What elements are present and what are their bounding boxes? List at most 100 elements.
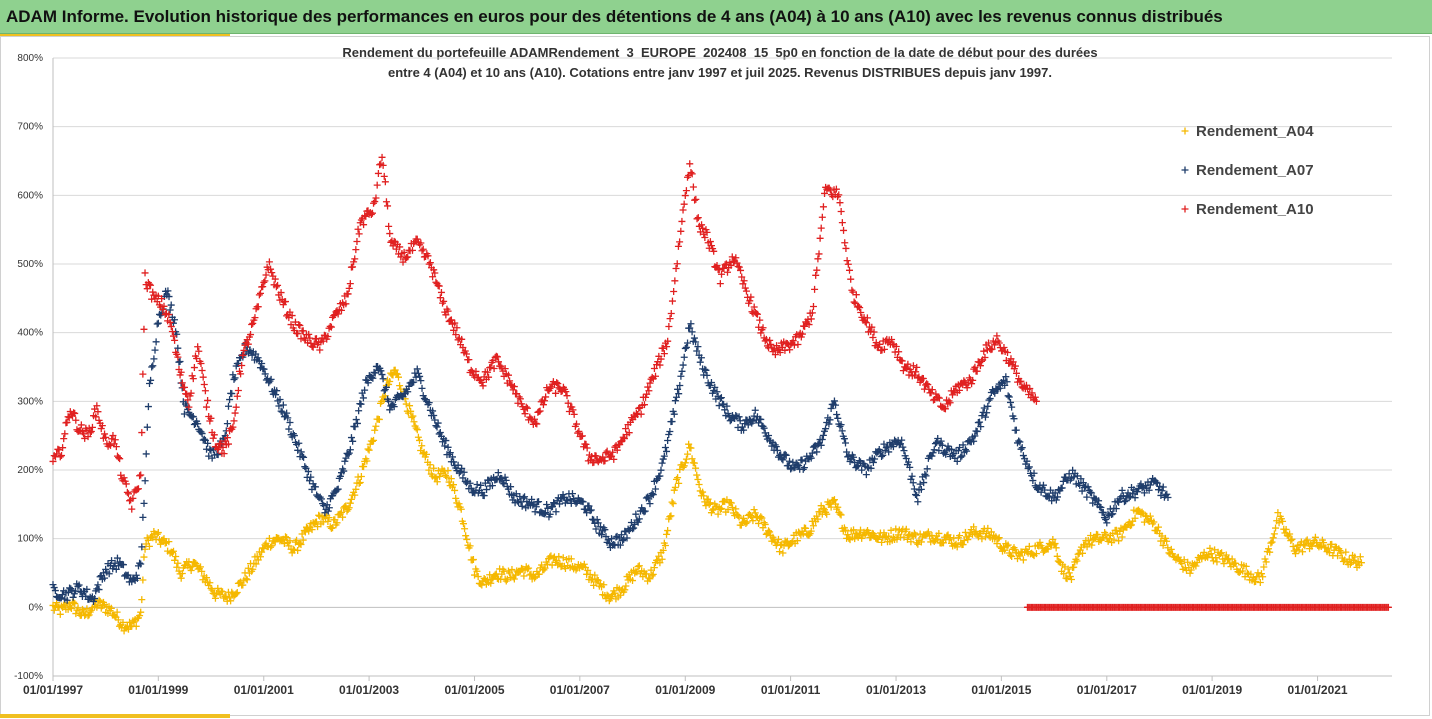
- data-point-marker: [74, 604, 82, 612]
- data-point-marker: [1256, 579, 1264, 587]
- data-point-marker: [942, 450, 950, 458]
- data-point-marker: [889, 443, 897, 451]
- data-point-marker: [623, 534, 631, 542]
- data-point-marker: [368, 373, 376, 381]
- data-point-marker: [843, 257, 851, 265]
- data-point-marker: [735, 413, 743, 421]
- data-point-marker: [995, 339, 1003, 347]
- data-point-marker: [660, 350, 668, 358]
- data-point-marker: [361, 386, 369, 394]
- data-point-marker: [385, 397, 393, 405]
- data-point-marker: [183, 390, 191, 398]
- data-point-marker: [920, 479, 928, 487]
- data-point-marker: [1022, 381, 1030, 389]
- data-point-marker: [289, 545, 297, 553]
- data-point-marker: [732, 411, 740, 419]
- data-point-marker: [50, 584, 58, 592]
- data-point-marker: [805, 531, 813, 539]
- data-point-marker: [644, 383, 652, 391]
- data-point-marker: [169, 332, 177, 340]
- data-point-marker: [281, 533, 289, 541]
- data-point-marker: [740, 277, 748, 285]
- data-point-marker: [88, 423, 96, 431]
- data-point-marker: [1262, 558, 1270, 566]
- data-point-marker: [493, 353, 501, 361]
- data-point-marker: [319, 337, 327, 345]
- data-point-marker: [603, 591, 611, 599]
- data-point-marker: [724, 506, 732, 514]
- data-point-marker: [980, 404, 988, 412]
- data-point-marker: [93, 402, 101, 410]
- data-point-marker: [1119, 492, 1127, 500]
- data-point-marker: [622, 582, 630, 590]
- data-point-marker: [663, 530, 671, 538]
- data-point-marker: [368, 437, 376, 445]
- data-point-marker: [657, 355, 665, 363]
- data-point-marker: [434, 419, 442, 427]
- data-point-marker: [1320, 539, 1328, 547]
- data-point-marker: [1192, 562, 1200, 570]
- data-point-marker: [837, 511, 845, 519]
- data-point-marker: [634, 563, 642, 571]
- data-point-marker: [747, 293, 755, 301]
- data-point-marker: [846, 266, 854, 274]
- data-point-marker: [703, 371, 711, 379]
- data-point-marker: [360, 221, 368, 229]
- data-point-marker: [912, 491, 920, 499]
- data-point-marker: [745, 415, 753, 423]
- data-point-marker: [740, 426, 748, 434]
- data-point-marker: [1155, 486, 1163, 494]
- data-point-marker: [436, 294, 444, 302]
- data-point-marker: [364, 379, 372, 387]
- data-point-marker: [533, 420, 541, 428]
- data-point-marker: [834, 414, 842, 422]
- data-point-marker: [1243, 569, 1251, 577]
- data-point-marker: [807, 315, 815, 323]
- data-point-marker: [1274, 509, 1282, 517]
- data-point-marker: [491, 571, 499, 579]
- data-point-marker: [152, 338, 160, 346]
- data-point-marker: [1112, 505, 1120, 513]
- data-point-marker: [1044, 545, 1052, 553]
- data-point-marker: [740, 514, 748, 522]
- data-point-marker: [173, 563, 181, 571]
- data-point-marker: [553, 557, 561, 565]
- data-point-marker: [405, 382, 413, 390]
- data-point-marker: [371, 198, 379, 206]
- data-point-marker: [701, 234, 709, 242]
- data-point-marker: [1145, 486, 1153, 494]
- data-point-marker: [58, 452, 66, 460]
- data-point-marker: [771, 351, 779, 359]
- data-point-marker: [480, 574, 488, 582]
- data-point-marker: [716, 280, 724, 288]
- data-point-marker: [924, 528, 932, 536]
- data-point-marker: [301, 528, 309, 536]
- data-point-marker: [312, 518, 320, 526]
- data-point-marker: [519, 494, 527, 502]
- data-point-marker: [732, 254, 740, 262]
- data-point-marker: [649, 491, 657, 499]
- data-point-marker: [426, 259, 434, 267]
- data-point-marker: [664, 437, 672, 445]
- data-point-marker: [255, 291, 263, 299]
- data-point-marker: [684, 339, 692, 347]
- data-point-marker: [779, 549, 787, 557]
- data-point-marker: [166, 306, 174, 314]
- data-point-marker: [611, 589, 619, 597]
- data-point-marker: [49, 457, 57, 465]
- data-point-marker: [682, 343, 690, 351]
- data-point-marker: [841, 239, 849, 247]
- data-point-marker: [1017, 445, 1025, 453]
- data-point-marker: [478, 581, 486, 589]
- data-point-marker: [60, 435, 68, 443]
- data-point-marker: [460, 468, 468, 476]
- data-point-marker: [389, 371, 397, 379]
- data-point-marker: [248, 320, 256, 328]
- data-point-marker: [968, 380, 976, 388]
- data-point-marker: [177, 574, 185, 582]
- data-point-marker: [447, 475, 455, 483]
- data-point-marker: [546, 385, 554, 393]
- data-point-marker: [933, 438, 941, 446]
- data-point-marker: [137, 608, 145, 616]
- data-point-marker: [75, 581, 83, 589]
